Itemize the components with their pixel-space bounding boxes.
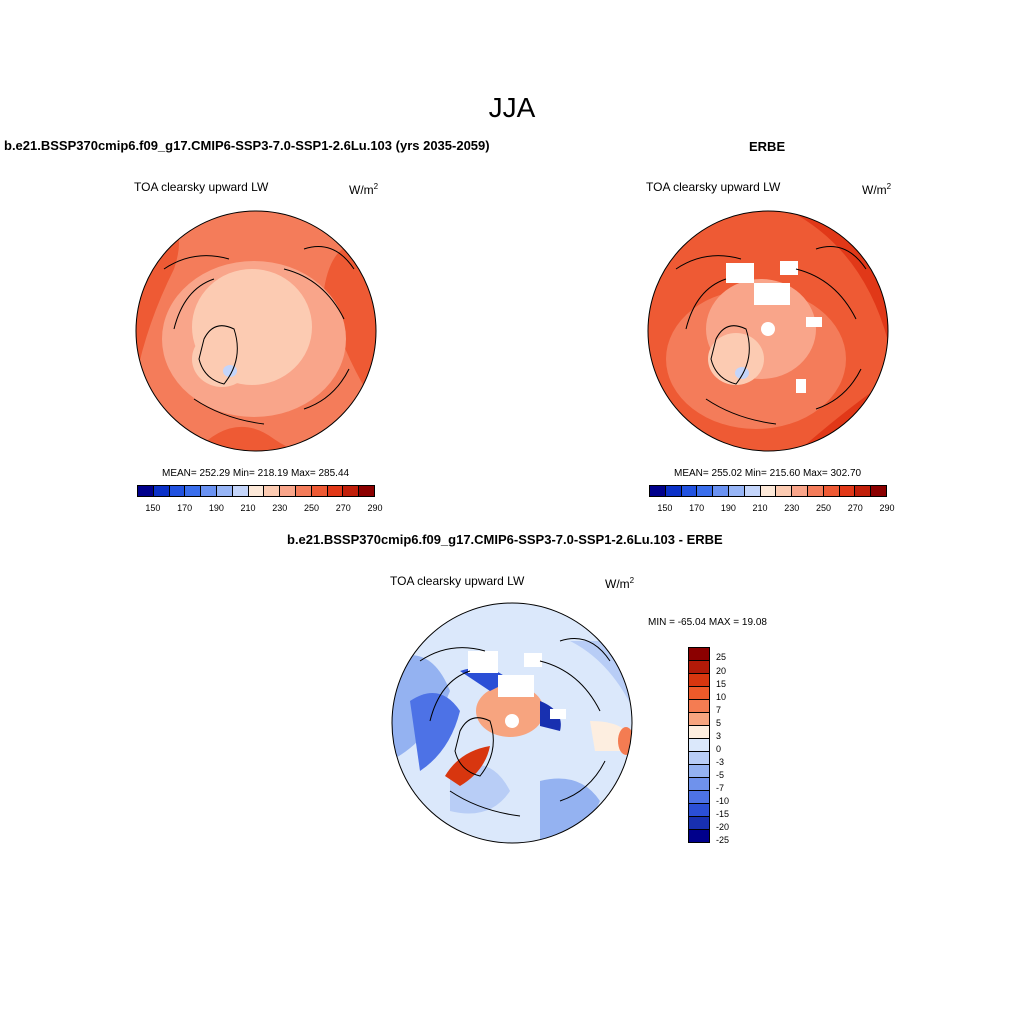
colorbar-tick-label: 290 xyxy=(367,503,383,513)
colorbar-tick-label: 270 xyxy=(335,503,351,513)
colorbar-swatch xyxy=(689,804,709,817)
colorbar-swatch xyxy=(871,486,886,496)
colorbar-swatch xyxy=(689,765,709,778)
colorbar-swatch xyxy=(665,486,682,496)
colorbar-tick-label: 210 xyxy=(240,503,256,513)
colorbar-swatch xyxy=(689,674,709,687)
left-polar-map xyxy=(135,210,377,452)
colorbar-tick-label: 170 xyxy=(177,503,193,513)
colorbar-swatch xyxy=(232,486,249,496)
colorbar-tick-label: 0 xyxy=(716,743,722,754)
colorbar-tick-label: -10 xyxy=(716,796,730,807)
colorbar-swatch xyxy=(689,752,709,765)
colorbar-swatch xyxy=(689,700,709,713)
colorbar-tick-label: 190 xyxy=(208,503,224,513)
colorbar-tick-label: 270 xyxy=(847,503,863,513)
colorbar-swatch xyxy=(201,486,217,496)
colorbar-swatch xyxy=(295,486,312,496)
colorbar-tick-label: 3 xyxy=(716,730,722,741)
colorbar-swatch xyxy=(689,687,709,700)
colorbar-tick-label: 150 xyxy=(657,503,673,513)
colorbar-tick-label: -7 xyxy=(716,783,725,794)
right-variable-label: TOA clearsky upward LW xyxy=(646,180,781,194)
colorbar-swatch xyxy=(264,486,281,496)
colorbar-tick-label: 5 xyxy=(716,717,722,728)
colorbar-tick-label: 15 xyxy=(716,678,727,689)
colorbar-swatch xyxy=(689,661,709,674)
colorbar-swatch xyxy=(839,486,856,496)
colorbar-swatch xyxy=(823,486,840,496)
colorbar-swatch xyxy=(311,486,328,496)
colorbar-tick-label: 150 xyxy=(145,503,161,513)
colorbar-tick-label: 250 xyxy=(816,503,832,513)
colorbar-tick-label: 170 xyxy=(689,503,705,513)
colorbar-swatch xyxy=(776,486,793,496)
colorbar-swatch xyxy=(185,486,202,496)
colorbar-swatch xyxy=(855,486,872,496)
left-units-label: W/m2 xyxy=(349,182,379,197)
colorbar-tick-label: 210 xyxy=(752,503,768,513)
colorbar-swatch xyxy=(697,486,714,496)
colorbar-swatch xyxy=(689,739,709,752)
colorbar-tick-label: 250 xyxy=(304,503,320,513)
colorbar-swatch xyxy=(807,486,824,496)
colorbar-swatch xyxy=(713,486,729,496)
colorbar-tick-label: 230 xyxy=(784,503,800,513)
right-units-label: W/m2 xyxy=(862,182,892,197)
colorbar-swatch xyxy=(689,830,709,842)
diff-units-label: W/m2 xyxy=(605,576,635,591)
colorbar-swatch xyxy=(681,486,698,496)
colorbar-swatch xyxy=(689,778,709,791)
right-polar-map xyxy=(647,210,889,452)
colorbar-tick-label: -5 xyxy=(716,770,725,781)
colorbar-tick-label: 25 xyxy=(716,652,727,663)
colorbar-swatch xyxy=(728,486,745,496)
colorbar-tick-label: 230 xyxy=(272,503,288,513)
colorbar-swatch xyxy=(792,486,808,496)
colorbar-swatch xyxy=(689,791,709,804)
colorbar-tick-label: 10 xyxy=(716,691,727,702)
left-stats: MEAN= 252.29 Min= 218.19 Max= 285.44 xyxy=(162,468,350,479)
diff-colorbar xyxy=(688,647,710,843)
colorbar-swatch xyxy=(689,713,709,726)
colorbar-swatch xyxy=(689,726,709,739)
colorbar-swatch xyxy=(650,486,666,496)
diff-minmax: MIN = -65.04 MAX = 19.08 xyxy=(648,617,767,628)
colorbar-swatch xyxy=(138,486,154,496)
colorbar-tick-label: -25 xyxy=(716,835,730,846)
left-colorbar xyxy=(137,485,375,497)
right-panel-title: ERBE xyxy=(749,139,786,154)
colorbar-swatch xyxy=(216,486,233,496)
colorbar-swatch xyxy=(327,486,344,496)
diff-polar-map xyxy=(391,602,633,844)
diff-panel-title: b.e21.BSSP370cmip6.f09_g17.CMIP6-SSP3-7.… xyxy=(287,532,723,547)
colorbar-tick-label: 7 xyxy=(716,704,722,715)
colorbar-tick-label: 190 xyxy=(720,503,736,513)
colorbar-swatch xyxy=(689,817,709,830)
colorbar-swatch xyxy=(343,486,360,496)
colorbar-swatch xyxy=(744,486,761,496)
colorbar-swatch xyxy=(359,486,374,496)
colorbar-tick-label: -3 xyxy=(716,756,725,767)
colorbar-tick-label: -15 xyxy=(716,809,730,820)
colorbar-swatch xyxy=(760,486,777,496)
colorbar-swatch xyxy=(153,486,170,496)
page-title: JJA xyxy=(488,92,536,123)
right-colorbar xyxy=(649,485,887,497)
right-stats: MEAN= 255.02 Min= 215.60 Max= 302.70 xyxy=(674,468,862,479)
colorbar-swatch xyxy=(689,648,709,661)
colorbar-swatch xyxy=(169,486,186,496)
colorbar-tick-label: -20 xyxy=(716,822,730,833)
left-variable-label: TOA clearsky upward LW xyxy=(134,180,269,194)
left-panel-title: b.e21.BSSP370cmip6.f09_g17.CMIP6-SSP3-7.… xyxy=(4,138,490,153)
colorbar-swatch xyxy=(280,486,296,496)
colorbar-swatch xyxy=(248,486,265,496)
colorbar-tick-label: 20 xyxy=(716,665,727,676)
diff-variable-label: TOA clearsky upward LW xyxy=(390,574,525,588)
colorbar-tick-label: 290 xyxy=(879,503,895,513)
